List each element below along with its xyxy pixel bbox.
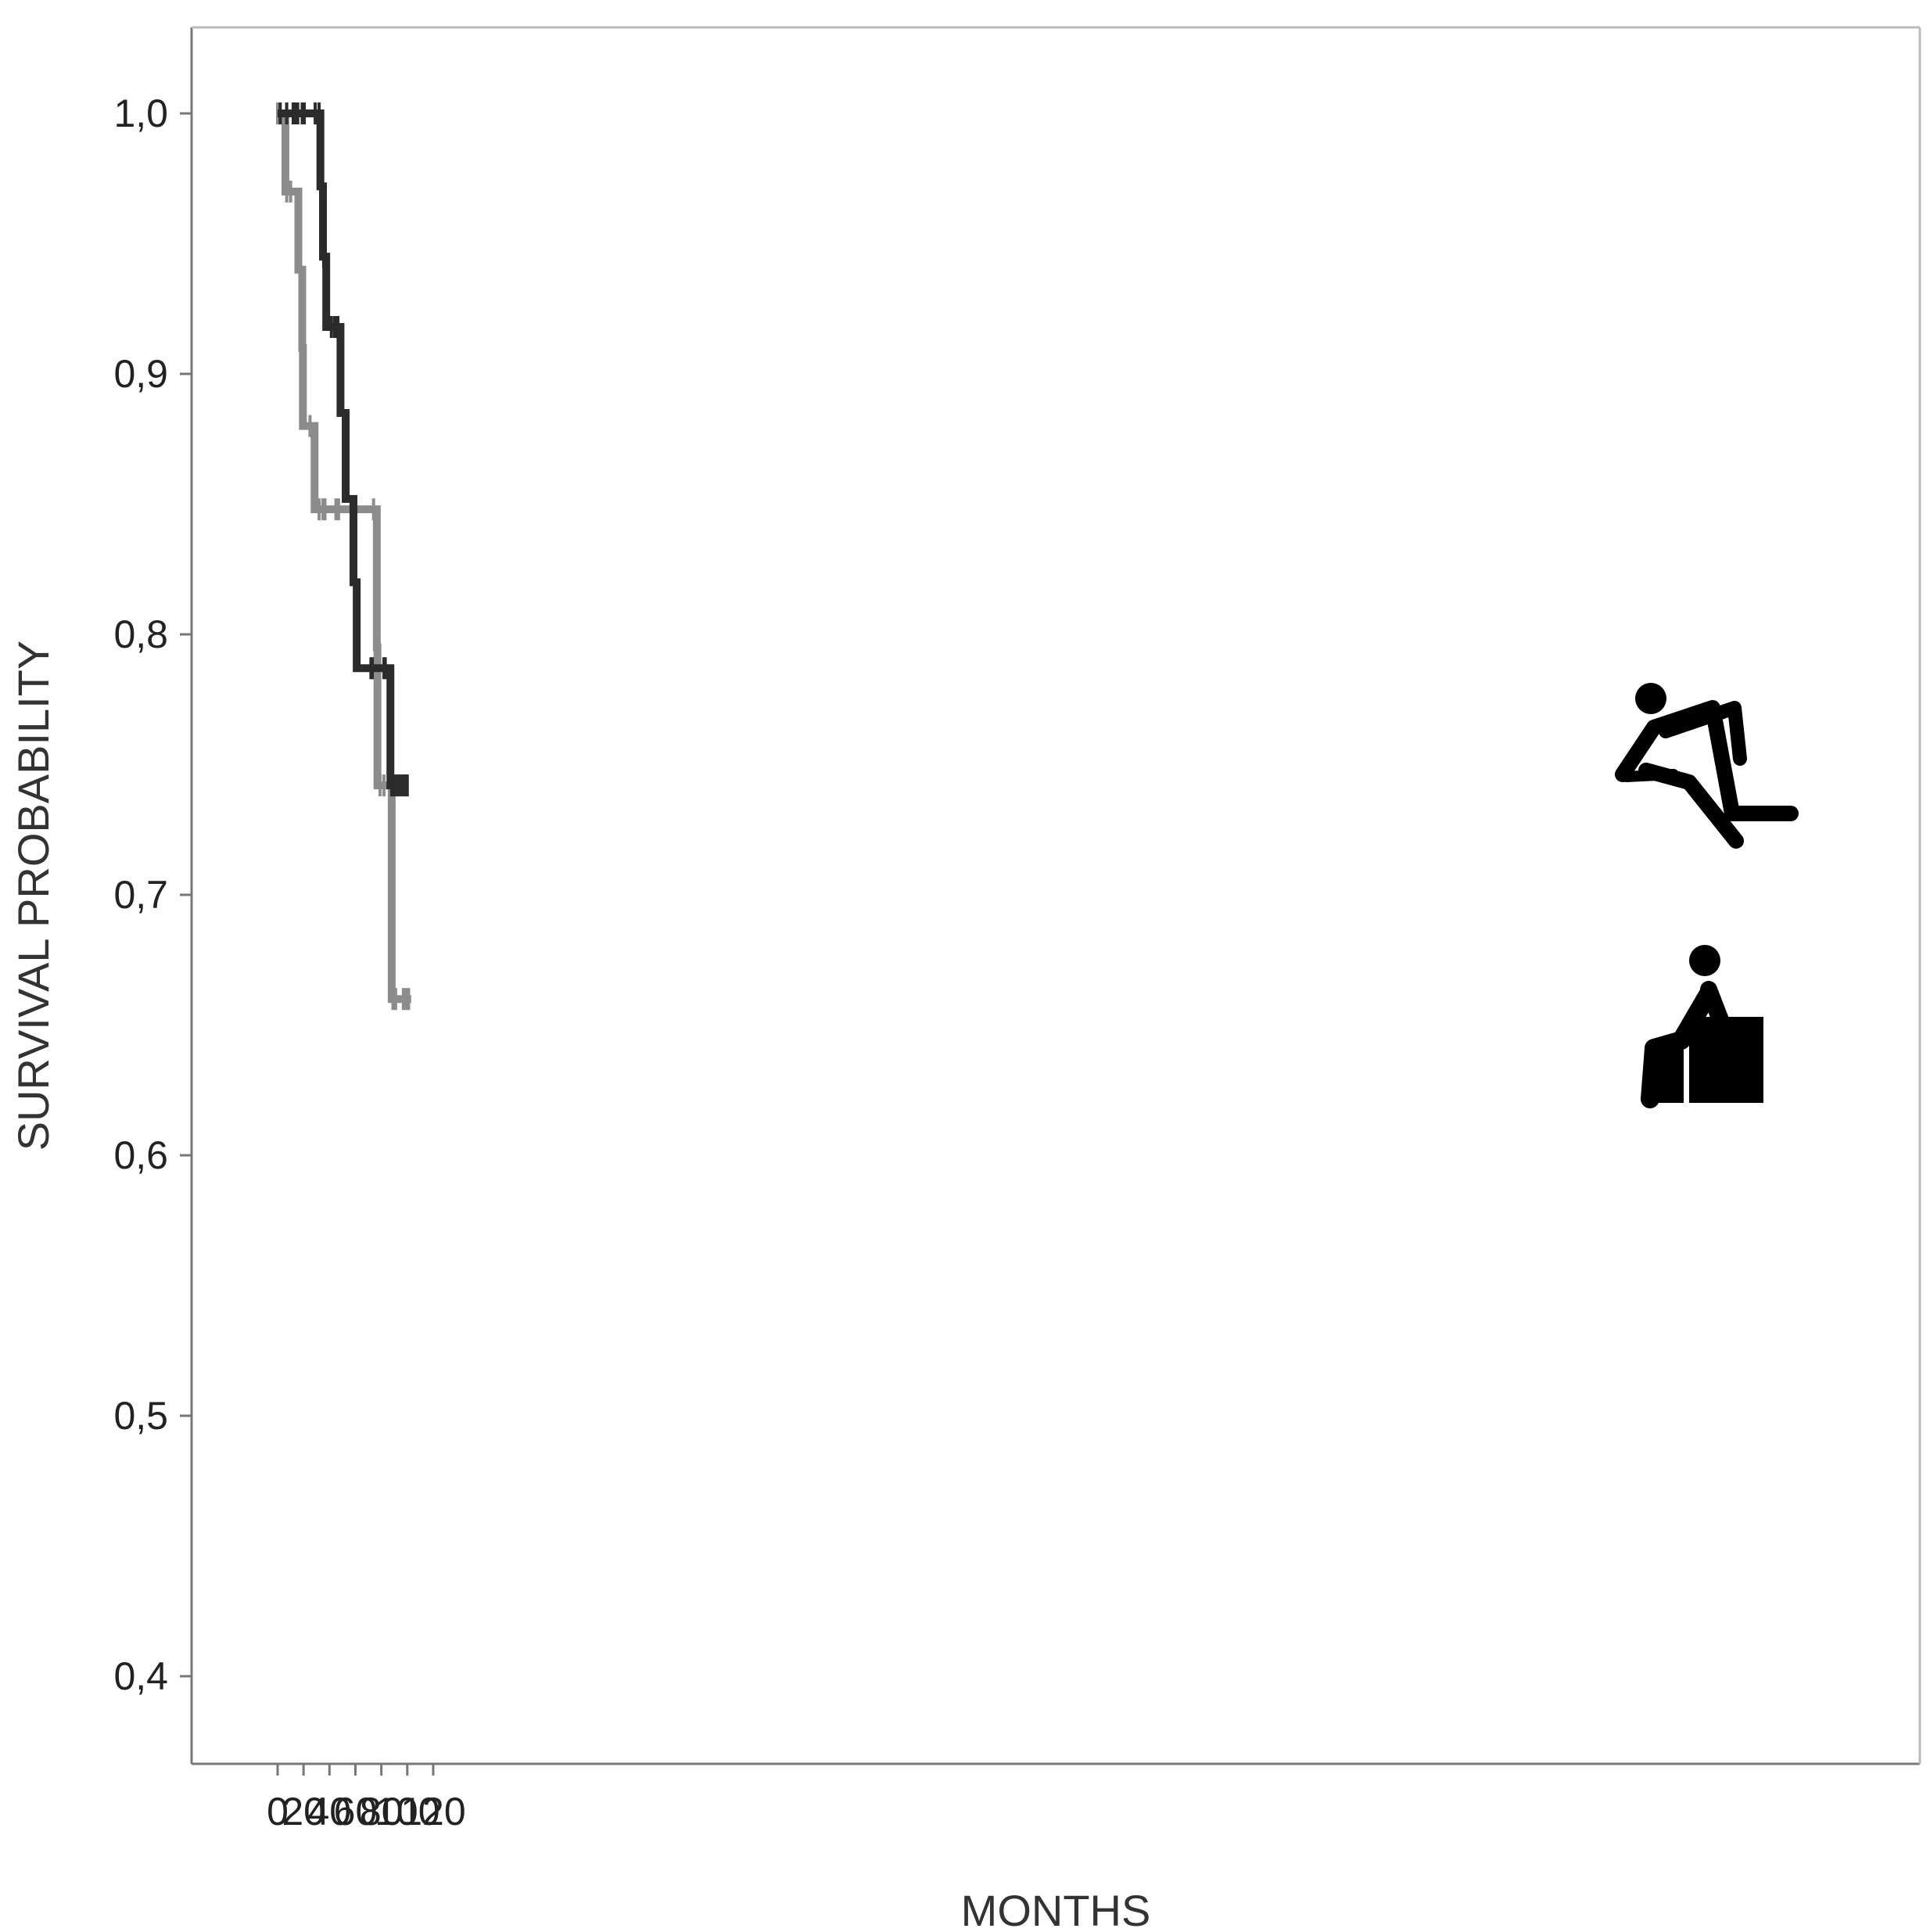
y-axis-title: SURVIVAL PROBABILITY bbox=[9, 641, 58, 1151]
y-axis-ticks: 0,4 0,5 0,6 0,7 0,8 0,9 1,0 bbox=[113, 92, 192, 1698]
series-2-line bbox=[278, 110, 409, 790]
x-tick-label: 120 bbox=[400, 1790, 465, 1833]
x-tick-label: 20 bbox=[282, 1790, 325, 1833]
y-tick-label: 0,7 bbox=[113, 873, 168, 917]
y-tick-label: 0,5 bbox=[113, 1394, 168, 1438]
x-tick-label: 100 bbox=[375, 1790, 439, 1833]
x-tick-label: 60 bbox=[334, 1790, 378, 1833]
y-tick-label: 1,0 bbox=[113, 92, 168, 135]
y-tick-label: 0,4 bbox=[113, 1654, 168, 1698]
series-layer bbox=[276, 102, 411, 1011]
series-1-line bbox=[278, 110, 411, 1004]
y-tick-label: 0,6 bbox=[113, 1133, 168, 1177]
y-tick-label: 0,9 bbox=[113, 352, 168, 396]
running-person-icon bbox=[1615, 683, 1799, 849]
x-tick-label: 0 bbox=[267, 1790, 289, 1833]
sitting-person-icon bbox=[1641, 945, 1763, 1108]
x-tick-label: 40 bbox=[308, 1790, 352, 1833]
y-tick-label: 0,8 bbox=[113, 612, 168, 656]
x-tick-label: 80 bbox=[360, 1790, 404, 1833]
x-axis-title: MONTHS bbox=[961, 1886, 1151, 1932]
